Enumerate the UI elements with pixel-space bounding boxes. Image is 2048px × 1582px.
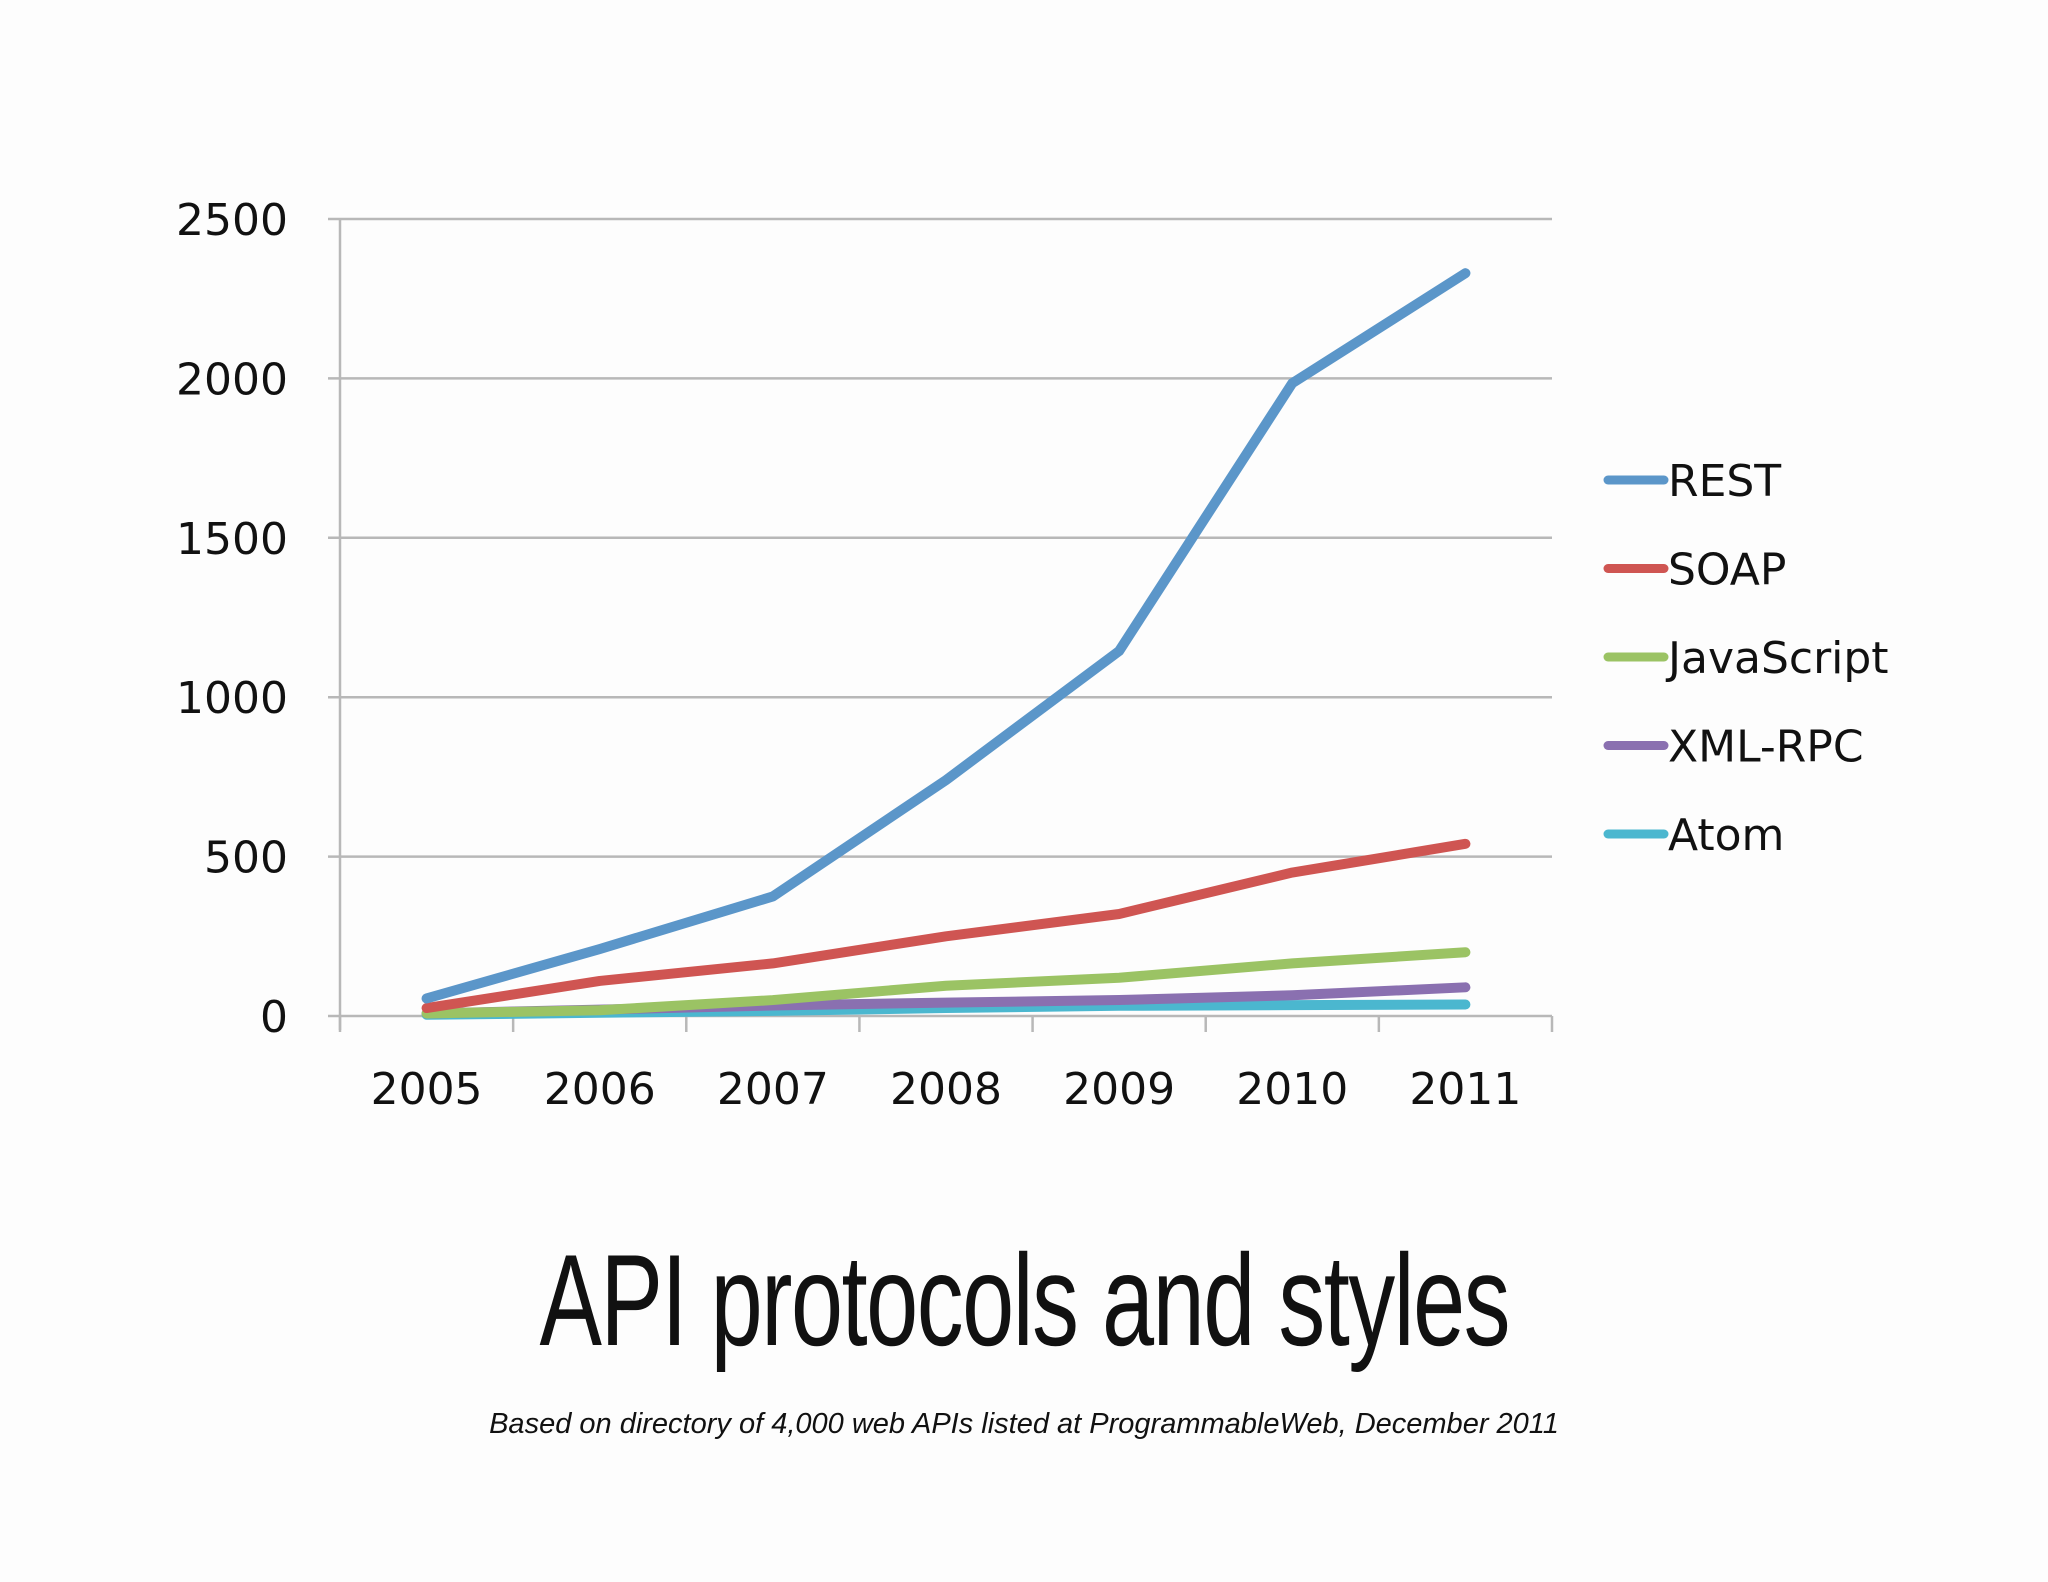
- y-axis-ticks: 0 500 1000 1500 2000 2500: [176, 195, 288, 1043]
- x-tick-label: 2007: [717, 1064, 829, 1115]
- y-tick-label: 2500: [176, 195, 288, 246]
- series-line-rest: [421, 268, 1471, 1004]
- legend: REST SOAP JavaScript XML-RPC Atom: [1603, 456, 1889, 861]
- x-tick-label: 2008: [890, 1064, 1002, 1115]
- chart-subtitle: Based on directory of 4,000 web APIs lis…: [489, 1408, 1559, 1440]
- legend-label: SOAP: [1668, 545, 1786, 596]
- series-lines: [421, 268, 1471, 1020]
- x-tick-label: 2010: [1236, 1064, 1348, 1115]
- y-tick-label: 500: [204, 833, 288, 884]
- series-line-soap: [421, 838, 1471, 1014]
- axes: [338, 219, 1554, 1032]
- x-axis-ticks: 2005 2006 2007 2008 2009 2010 2011: [371, 1064, 1522, 1115]
- legend-label: REST: [1668, 456, 1781, 507]
- y-tick-label: 1000: [176, 673, 288, 724]
- legend-label: Atom: [1668, 810, 1784, 861]
- x-tick-label: 2005: [371, 1064, 483, 1115]
- gridlines: [328, 217, 1552, 1018]
- y-tick-label: 1500: [176, 514, 288, 565]
- x-tick-label: 2011: [1409, 1064, 1521, 1115]
- chart-title: API protocols and styles: [0, 1225, 2048, 1375]
- series-line-javascript: [421, 947, 1471, 1019]
- y-tick-label: 0: [260, 992, 288, 1043]
- y-tick-label: 2000: [176, 354, 288, 405]
- x-tick-label: 2009: [1063, 1064, 1175, 1115]
- chart-title-text: API protocols and styles: [539, 1227, 1510, 1373]
- legend-label: JavaScript: [1665, 633, 1889, 684]
- legend-label: XML-RPC: [1668, 722, 1864, 773]
- x-tick-label: 2006: [544, 1064, 656, 1115]
